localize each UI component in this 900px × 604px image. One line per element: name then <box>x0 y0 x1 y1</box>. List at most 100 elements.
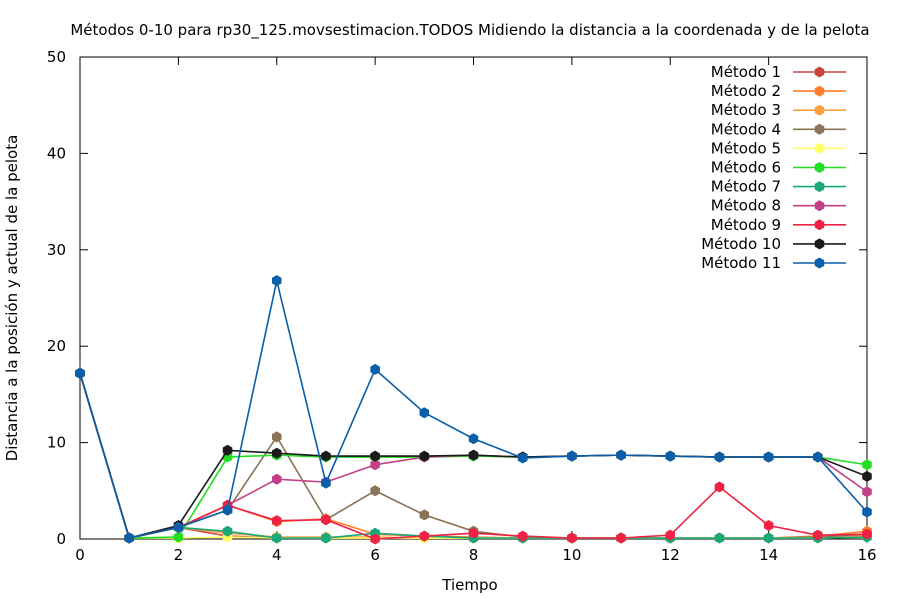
x-tick-label: 4 <box>272 546 282 564</box>
data-point <box>271 532 282 544</box>
series-line-11 <box>79 280 868 539</box>
data-point <box>321 477 331 489</box>
legend-swatch-marker <box>814 123 825 135</box>
data-point <box>862 470 872 482</box>
data-point <box>419 450 430 462</box>
legend-entry-11: Método 11 <box>701 254 846 272</box>
data-point <box>222 444 233 456</box>
y-tick-label: 0 <box>56 530 66 548</box>
legend-swatch-marker <box>814 85 825 97</box>
x-tick-label: 10 <box>562 546 581 564</box>
legend-entry-7: Método 7 <box>711 178 846 196</box>
legend-label: Método 8 <box>711 197 781 215</box>
legend-swatch-marker <box>814 104 825 116</box>
legend-entry-9: Método 9 <box>711 216 846 234</box>
data-point <box>714 451 725 463</box>
data-point <box>468 433 479 445</box>
data-point <box>616 532 626 544</box>
x-tick-label: 12 <box>661 546 680 564</box>
legend-label: Método 4 <box>711 120 781 138</box>
data-point <box>862 459 872 471</box>
data-point <box>321 450 331 462</box>
data-point <box>271 275 282 287</box>
data-point <box>173 531 184 543</box>
data-point <box>763 532 774 544</box>
legend-swatch-marker <box>814 181 825 193</box>
data-point <box>222 504 233 516</box>
legend-label: Método 9 <box>711 216 781 234</box>
x-tick-label: 16 <box>857 546 876 564</box>
data-point <box>124 532 134 544</box>
legend-swatch-marker <box>814 257 825 269</box>
data-point <box>75 367 85 379</box>
data-point <box>370 450 380 462</box>
data-point <box>271 515 282 527</box>
y-tick-label: 20 <box>47 337 66 355</box>
legend-entry-10: Método 10 <box>701 235 846 253</box>
legend-entry-1: Método 1 <box>711 63 846 81</box>
data-point <box>271 473 282 485</box>
data-point <box>370 485 380 497</box>
series-10 <box>75 367 872 544</box>
series-lines <box>75 275 872 545</box>
data-point <box>714 532 725 544</box>
x-tick-label: 8 <box>469 546 479 564</box>
legend-entry-2: Método 2 <box>711 82 846 100</box>
x-axis-label: Tiempo <box>441 576 497 594</box>
legend-label: Método 10 <box>701 235 781 253</box>
x-tick-label: 6 <box>370 546 380 564</box>
data-point <box>419 530 430 542</box>
legend-label: Método 1 <box>711 63 781 81</box>
series-11 <box>75 275 872 544</box>
data-point <box>222 525 233 537</box>
chart-title: Métodos 0-10 para rp30_125.movsestimacio… <box>70 21 869 40</box>
data-point <box>567 450 577 462</box>
data-point <box>862 486 872 498</box>
data-point <box>271 431 282 443</box>
y-axis-label: Distancia a la posición y actual de la p… <box>3 135 21 462</box>
data-point <box>468 527 479 539</box>
x-tick-label: 2 <box>174 546 184 564</box>
data-point <box>862 506 872 518</box>
data-point <box>763 451 774 463</box>
legend-entry-4: Método 4 <box>711 120 846 138</box>
legend-label: Método 11 <box>701 254 781 272</box>
legend-label: Método 2 <box>711 82 781 100</box>
data-point <box>763 520 774 531</box>
y-tick-label: 40 <box>47 144 66 162</box>
data-point <box>370 533 380 545</box>
x-tick-label: 14 <box>759 546 778 564</box>
data-point <box>419 407 430 419</box>
legend-swatch-marker <box>814 142 825 154</box>
data-point <box>517 452 528 464</box>
legend-swatch-marker <box>814 219 825 231</box>
data-point <box>813 451 823 463</box>
y-tick-label: 50 <box>47 48 66 66</box>
data-point <box>813 529 823 541</box>
data-point <box>370 459 380 471</box>
legend-entry-3: Método 3 <box>711 101 846 119</box>
data-point <box>862 528 872 540</box>
legend-label: Método 7 <box>711 178 781 196</box>
data-point <box>665 450 676 462</box>
legend-swatch-marker <box>814 200 825 212</box>
x-tick-label: 0 <box>75 546 85 564</box>
legend-entry-5: Método 5 <box>711 139 846 157</box>
data-point <box>665 529 676 541</box>
data-point <box>468 449 479 461</box>
legend-entry-6: Método 6 <box>711 159 846 177</box>
data-point <box>517 530 528 542</box>
data-point <box>419 509 430 521</box>
legend-label: Método 3 <box>711 101 781 119</box>
axis-ticks: 0 2 4 6 8 10 12 14 16 0 10 20 30 40 50 <box>47 48 877 564</box>
data-point <box>271 447 282 459</box>
data-point <box>370 363 380 375</box>
legend-entry-8: Método 8 <box>711 197 846 215</box>
legend-label: Método 5 <box>711 139 781 157</box>
data-point <box>567 532 577 544</box>
legend-swatch-marker <box>814 238 825 250</box>
legend-label: Método 6 <box>711 159 781 177</box>
